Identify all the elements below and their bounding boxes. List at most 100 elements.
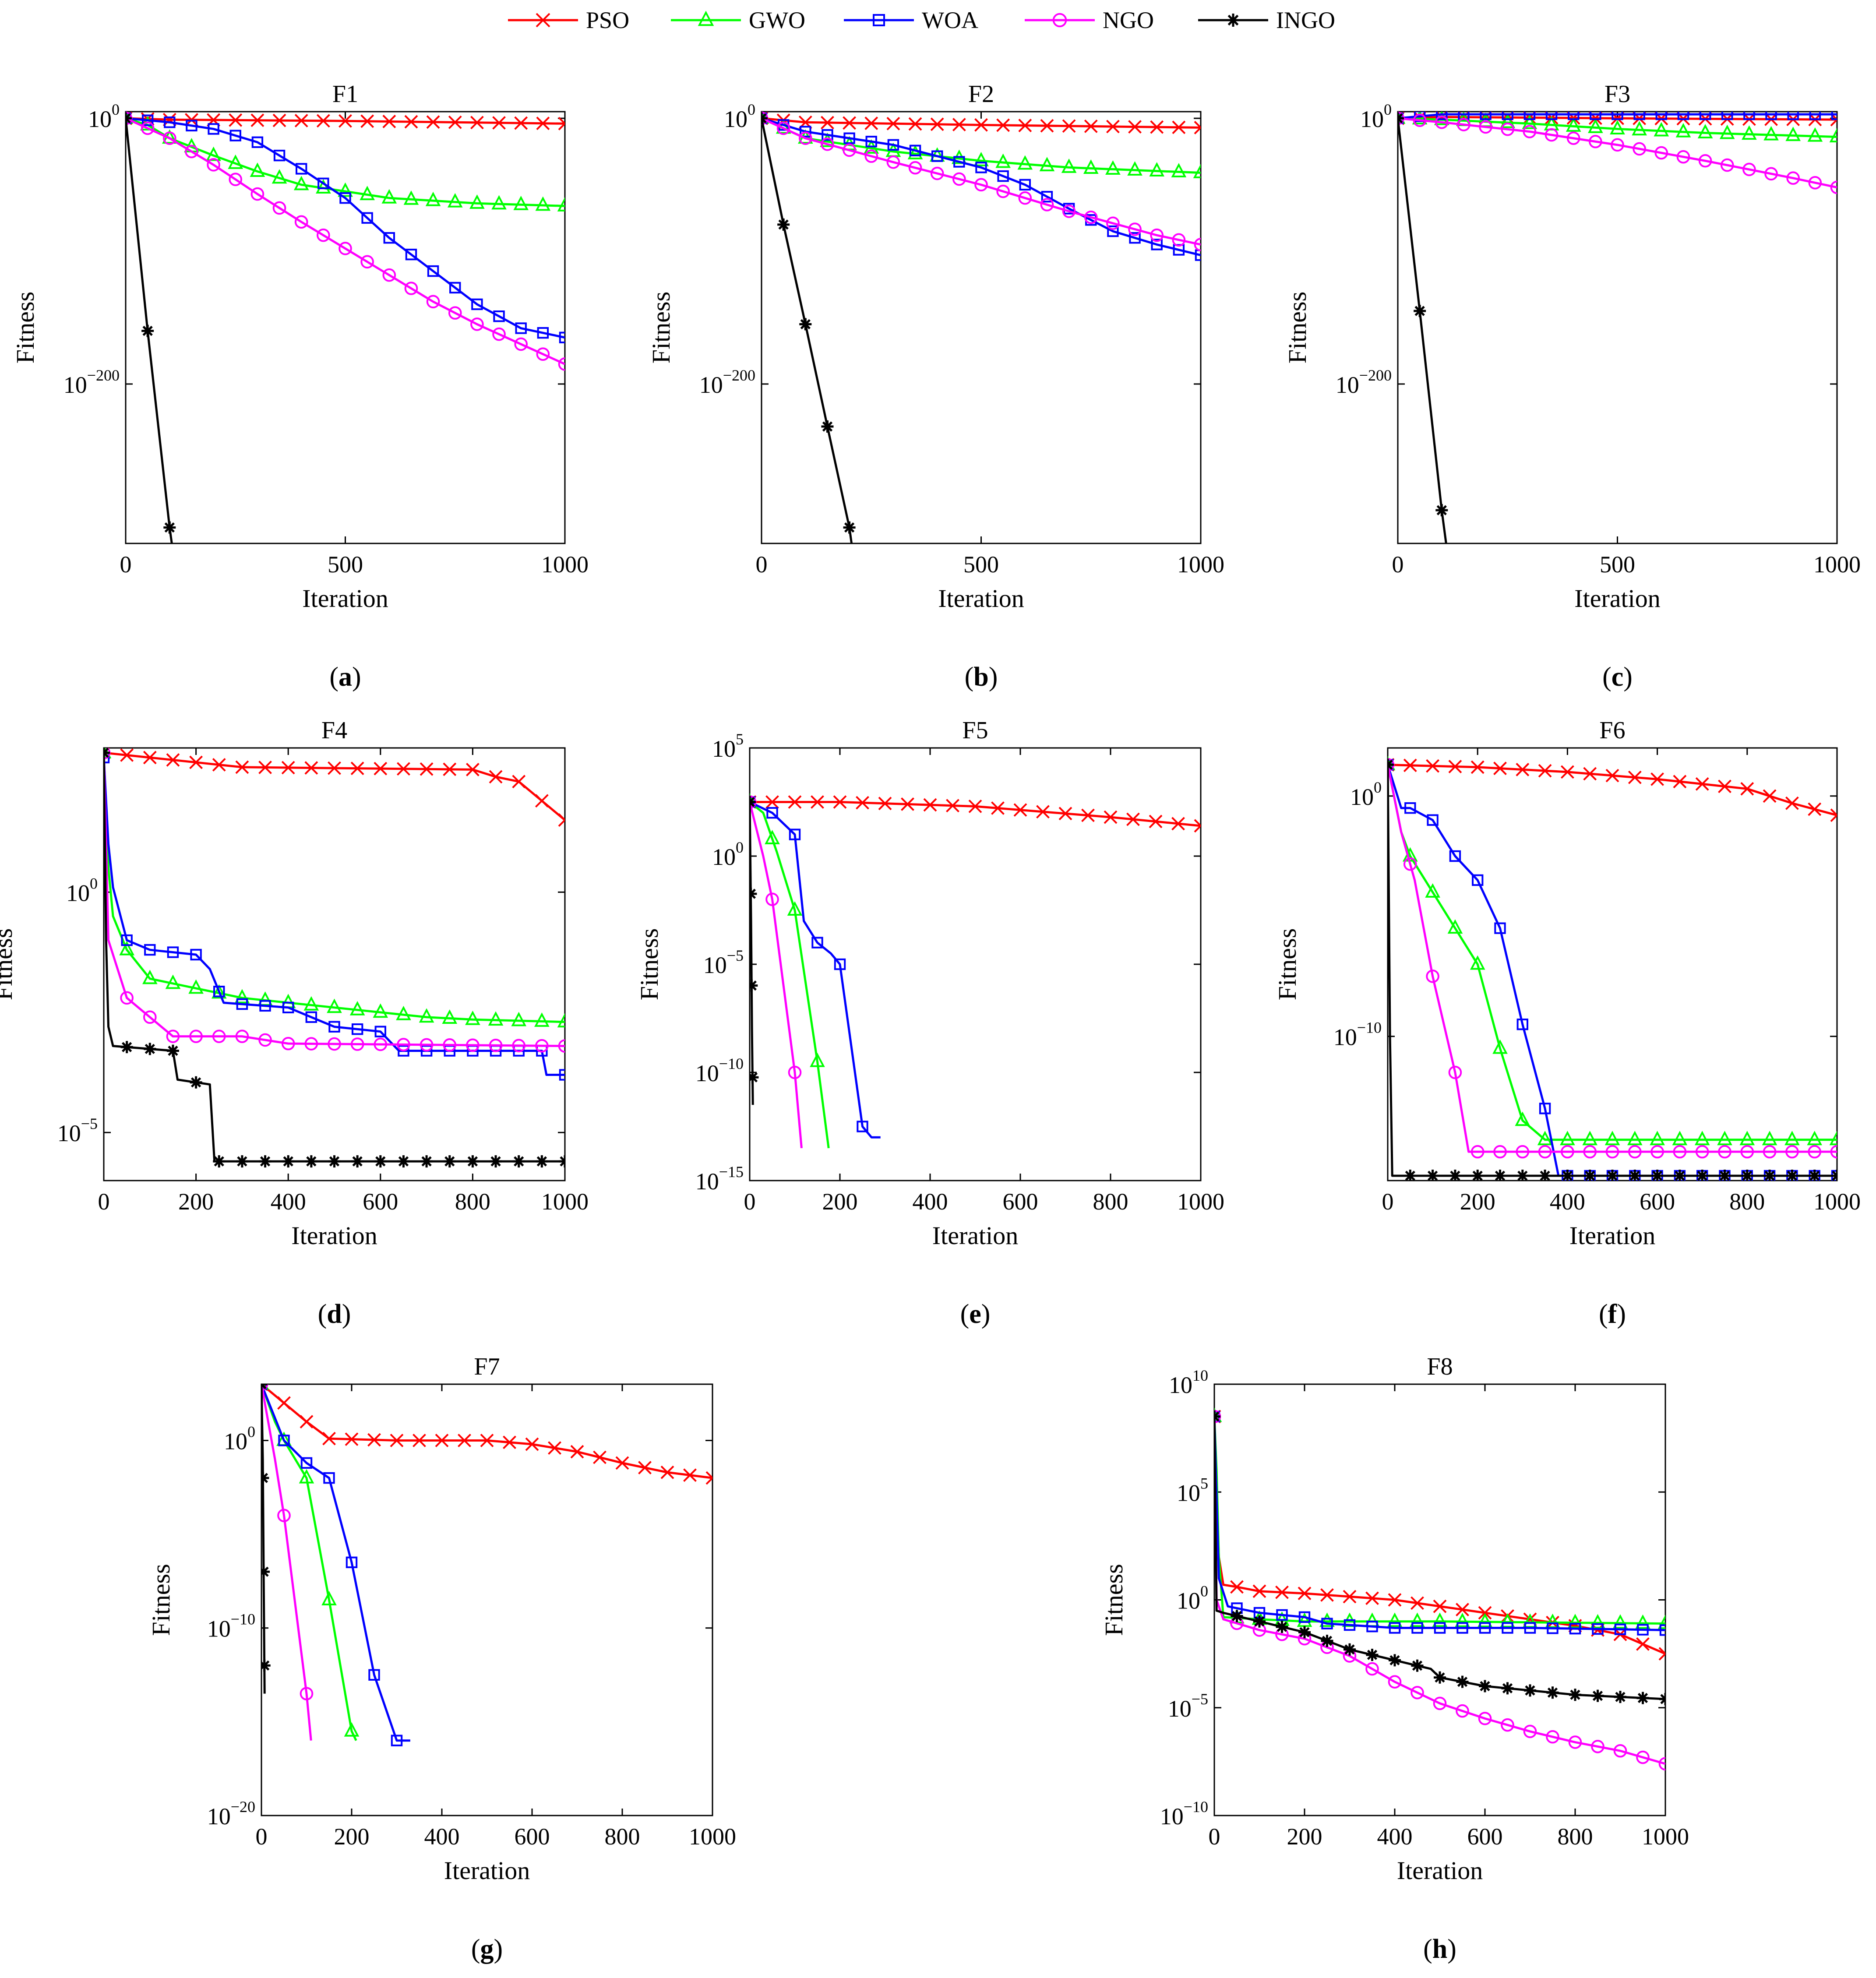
series-marker [1673, 1145, 1687, 1159]
series-ngo [261, 1384, 314, 1741]
series-marker [403, 190, 419, 205]
series-marker [1633, 142, 1646, 156]
x-axis-label: Iteration [444, 1856, 530, 1885]
series-marker [1614, 1691, 1626, 1703]
series-marker [189, 755, 203, 769]
series-marker [1637, 1624, 1649, 1636]
series-marker [126, 112, 132, 125]
series-marker [1698, 154, 1712, 168]
series-marker [250, 187, 264, 201]
series-marker [1654, 146, 1668, 160]
series-marker [503, 1435, 516, 1449]
series-marker [213, 986, 225, 998]
series-marker [1808, 176, 1822, 190]
series-marker [535, 794, 549, 808]
series-marker [328, 761, 341, 775]
series-marker [1523, 125, 1537, 138]
series-marker [316, 179, 331, 194]
series-marker [488, 1011, 504, 1026]
series-marker [1107, 225, 1119, 237]
series-ngo [1214, 1410, 1665, 1771]
series-marker [856, 796, 869, 810]
series-marker [1785, 127, 1801, 141]
series-marker [346, 1556, 358, 1569]
chart-title: F1 [332, 81, 358, 108]
series-marker [865, 136, 877, 148]
series-marker [1807, 1131, 1823, 1146]
series-marker [1719, 124, 1735, 139]
series-marker [511, 1012, 527, 1026]
series-marker [1231, 1610, 1243, 1622]
series-marker [492, 116, 506, 130]
series-marker [190, 948, 202, 961]
axes-frame [1213, 1383, 1666, 1816]
series-marker [1673, 775, 1687, 789]
series-marker [126, 112, 134, 124]
series-marker [1105, 160, 1121, 175]
series-marker [1605, 1145, 1619, 1159]
chart-title: F6 [1599, 717, 1625, 744]
series-marker [683, 1468, 697, 1482]
series-marker [1344, 1619, 1356, 1631]
x-tick-label: 1000 [1813, 1188, 1861, 1215]
series-marker [351, 1155, 364, 1168]
series-marker [327, 998, 342, 1013]
panels: F10 500 100010010−200IterationFitness(a)F2… [0, 81, 1861, 1964]
series-marker [1365, 1662, 1379, 1676]
series-marker [1740, 782, 1754, 796]
series-marker [120, 748, 134, 762]
series-marker [1763, 1145, 1777, 1159]
series-marker [1560, 765, 1574, 779]
series-marker [1830, 808, 1837, 822]
series-marker [1718, 1145, 1731, 1159]
y-tick-label: 10−10 [207, 1611, 255, 1642]
series-marker [1193, 164, 1201, 179]
series-marker [480, 1434, 494, 1447]
series-marker [558, 813, 565, 827]
series-line [126, 118, 173, 543]
series-marker [1214, 1407, 1222, 1422]
series-marker [762, 112, 768, 125]
series-marker [322, 1431, 336, 1446]
series-marker [1040, 119, 1054, 133]
series-marker [1434, 1671, 1446, 1684]
series-marker [360, 255, 374, 269]
series-marker [1763, 789, 1777, 803]
series-marker [470, 317, 484, 331]
y-tick-label: 10−200 [1336, 367, 1392, 398]
series-line [762, 118, 853, 543]
series-marker [1276, 1609, 1288, 1621]
series-marker [425, 191, 441, 206]
series-marker [536, 347, 550, 361]
series-marker [1479, 1680, 1491, 1692]
series-marker [1739, 1131, 1755, 1146]
series-marker [1276, 1621, 1288, 1633]
series-marker [229, 173, 243, 187]
series-marker [405, 248, 417, 261]
series-marker [458, 1434, 471, 1447]
series-marker [1061, 159, 1077, 173]
series-marker [1516, 1145, 1530, 1159]
series-marker [997, 170, 1009, 182]
series-marker [1434, 1622, 1446, 1634]
series-marker [1611, 138, 1624, 152]
series-marker [1583, 1170, 1596, 1181]
series-marker [810, 1052, 825, 1067]
series-marker [1501, 1718, 1514, 1732]
series-marker [996, 184, 1010, 198]
series-marker [250, 113, 264, 127]
series-ingo [126, 112, 176, 543]
panel-caption: (g) [471, 1934, 503, 1964]
series-line [126, 117, 565, 365]
series-marker [1127, 161, 1143, 176]
series-marker [185, 145, 198, 159]
series-marker [404, 115, 418, 129]
x-tick-label: 500 [328, 551, 363, 578]
series-marker [974, 118, 988, 132]
series-marker [1650, 772, 1664, 786]
series-pso [261, 1384, 712, 1485]
y-axis-label: Fitness [147, 1564, 175, 1636]
series-marker [1344, 1643, 1356, 1656]
series-marker [1697, 124, 1713, 139]
series-marker [821, 116, 834, 130]
